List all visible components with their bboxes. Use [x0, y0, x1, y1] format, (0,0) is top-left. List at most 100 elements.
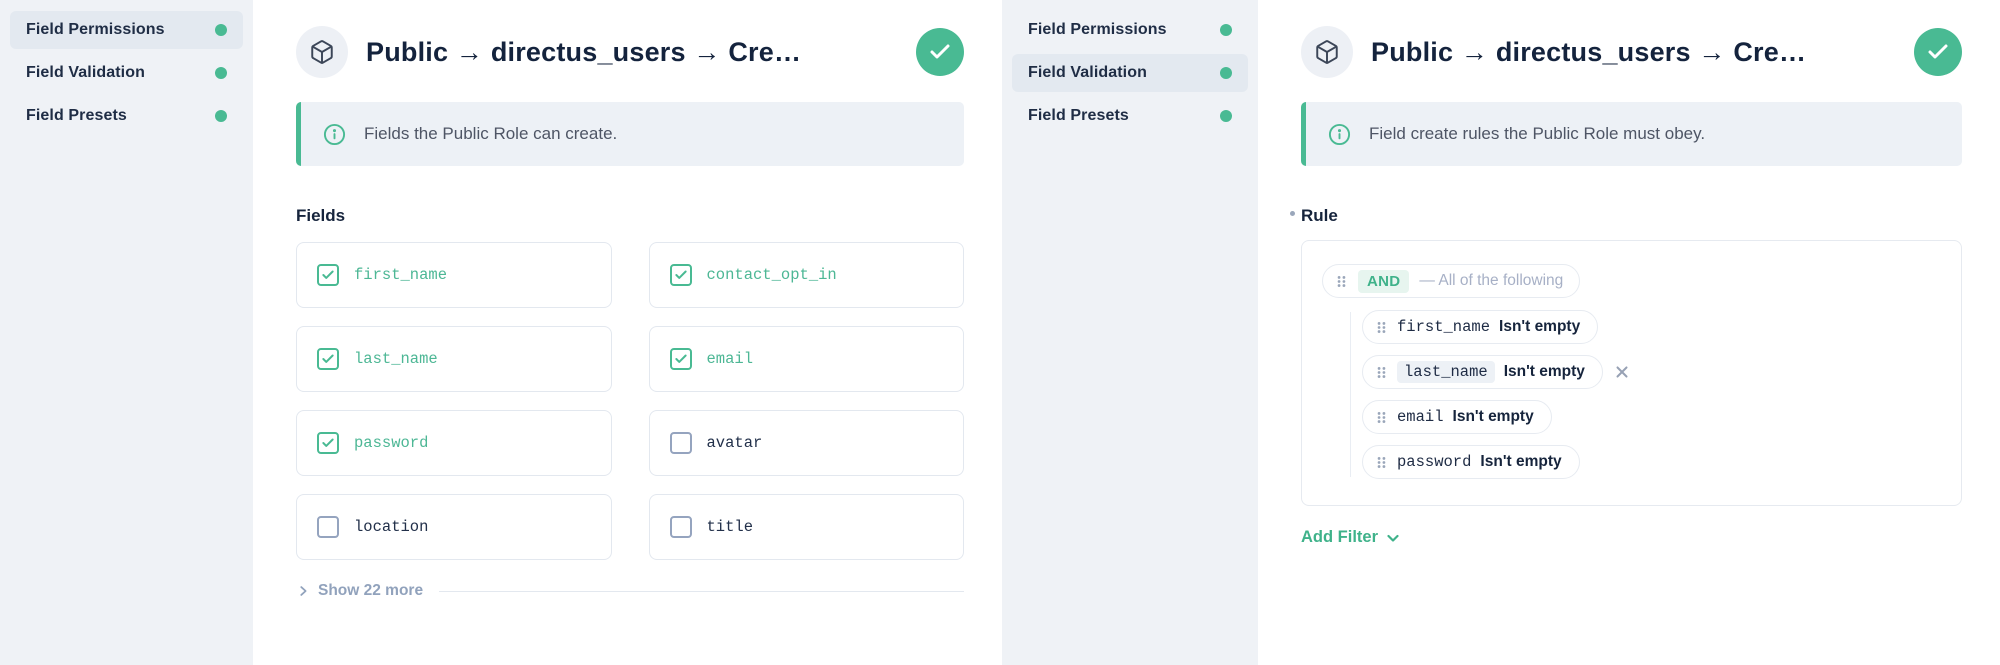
info-banner: Fields the Public Role can create. [296, 102, 964, 166]
field-name-label: last_name [354, 350, 438, 368]
filter-rule-password: password Isn't empty [1362, 445, 1580, 479]
field-name-label: email [706, 350, 754, 368]
info-icon [1328, 123, 1351, 146]
panel-header: Public → directus_users → Cre… [296, 26, 964, 78]
sidebar-item-field-presets[interactable]: Field Presets [1012, 97, 1248, 135]
fields-section-label: Fields [296, 206, 346, 225]
rule-field-label[interactable]: email [1397, 408, 1444, 426]
status-dot-icon [1220, 67, 1232, 79]
fields-checkbox-grid: first_name contact_opt_in last_name emai… [296, 242, 964, 560]
filter-rule-pill[interactable]: email Isn't empty [1362, 400, 1552, 434]
rule-operator-label[interactable]: Isn't empty [1499, 318, 1581, 335]
drag-handle-icon[interactable] [1375, 455, 1388, 470]
filter-rule-pill[interactable]: password Isn't empty [1362, 445, 1580, 479]
rule-operator-label[interactable]: Isn't empty [1452, 408, 1534, 425]
show-more-toggle[interactable]: Show 22 more [296, 582, 964, 600]
info-icon [323, 123, 346, 146]
drag-handle-icon[interactable] [1335, 274, 1348, 289]
checkbox-icon [317, 348, 339, 370]
chevron-down-icon [1385, 530, 1401, 546]
rule-field-label[interactable]: last_name [1397, 361, 1495, 383]
field-checkbox-contact_opt_in[interactable]: contact_opt_in [648, 242, 964, 308]
filter-rule-builder: AND — All of the following first_name Is… [1301, 240, 1962, 506]
cube-icon [296, 26, 348, 78]
save-check-button[interactable] [1914, 28, 1962, 76]
sidebar-item-label: Field Permissions [1028, 21, 1167, 38]
chevron-right-icon [296, 584, 310, 598]
info-banner: Field create rules the Public Role must … [1301, 102, 1962, 166]
sidebar-item-label: Field Validation [26, 64, 145, 81]
field-name-label: avatar [706, 434, 763, 452]
field-validation-panel: Public → directus_users → Cre… Field cre… [1258, 0, 2000, 665]
field-checkbox-avatar[interactable]: avatar [648, 410, 964, 476]
save-check-button[interactable] [916, 28, 964, 76]
filter-group-and[interactable]: AND — All of the following [1322, 264, 1581, 298]
page-title: Public → directus_users → Cre… [1371, 36, 1807, 67]
filter-rule-pill[interactable]: last_name Isn't empty [1362, 355, 1603, 389]
sidebar-item-label: Field Presets [1028, 107, 1129, 124]
sidebar-item-field-permissions[interactable]: Field Permissions [10, 11, 243, 49]
cube-icon [1301, 26, 1353, 78]
sidebar-item-field-validation[interactable]: Field Validation [1012, 54, 1248, 92]
checkbox-icon [669, 264, 692, 286]
rule-label: Rule [1301, 206, 1338, 225]
edited-dot-icon [1290, 211, 1295, 216]
filter-rule-email: email Isn't empty [1362, 400, 1552, 434]
divider [439, 590, 964, 592]
checkbox-icon [669, 348, 692, 370]
status-dot-icon [1220, 110, 1232, 122]
field-checkbox-title[interactable]: title [648, 494, 964, 560]
checkbox-icon [317, 432, 339, 454]
banner-text: Fields the Public Role can create. [364, 124, 618, 143]
field-name-label: contact_opt_in [706, 266, 837, 284]
group-operator-chip[interactable]: AND [1358, 269, 1410, 293]
checkbox-icon [317, 516, 339, 538]
filter-rule-pill[interactable]: first_name Isn't empty [1362, 310, 1599, 344]
field-name-label: location [354, 518, 429, 536]
rule-operator-label[interactable]: Isn't empty [1480, 453, 1562, 470]
field-name-label: title [706, 518, 754, 536]
sidebar-item-field-permissions[interactable]: Field Permissions [1012, 11, 1248, 49]
checkbox-icon [669, 516, 692, 538]
status-dot-icon [215, 67, 227, 79]
panel-header: Public → directus_users → Cre… [1301, 26, 1962, 78]
field-checkbox-email[interactable]: email [648, 326, 964, 392]
close-icon[interactable] [1613, 363, 1631, 381]
drag-handle-icon[interactable] [1375, 410, 1388, 425]
sidebar-item-label: Field Validation [1028, 64, 1147, 81]
field-checkbox-password[interactable]: password [296, 410, 612, 476]
field-name-label: first_name [354, 266, 448, 284]
banner-text: Field create rules the Public Role must … [1369, 124, 1706, 143]
sidebar-item-field-presets[interactable]: Field Presets [10, 97, 243, 135]
sidebar-item-label: Field Permissions [26, 21, 165, 38]
rule-operator-label[interactable]: Isn't empty [1503, 363, 1585, 380]
field-checkbox-last_name[interactable]: last_name [296, 326, 612, 392]
sidebar-item-label: Field Presets [26, 107, 127, 124]
filter-rule-last_name: last_name Isn't empty [1362, 355, 1631, 389]
checkbox-icon [317, 264, 339, 286]
add-filter-button[interactable]: Add Filter [1301, 528, 1401, 547]
add-filter-label: Add Filter [1301, 528, 1378, 546]
filter-rules-list: first_name Isn't empty last_name Isn't e… [1350, 310, 1941, 479]
status-dot-icon [1220, 24, 1232, 36]
field-permissions-panel: Public → directus_users → Cre… Fields th… [253, 0, 1002, 665]
rule-field-label[interactable]: first_name [1397, 318, 1491, 336]
drag-handle-icon[interactable] [1375, 365, 1388, 380]
rule-field-label[interactable]: password [1397, 453, 1472, 471]
group-description: — All of the following [1419, 272, 1564, 289]
checkbox-icon [669, 432, 692, 454]
filter-rule-first_name: first_name Isn't empty [1362, 310, 1599, 344]
field-checkbox-first_name[interactable]: first_name [296, 242, 612, 308]
page-title: Public → directus_users → Cre… [366, 36, 802, 67]
sidebar-item-field-validation[interactable]: Field Validation [10, 54, 243, 92]
permissions-sidebar: Field Permissions Field Validation Field… [0, 0, 253, 665]
drag-handle-icon[interactable] [1375, 320, 1388, 335]
status-dot-icon [215, 24, 227, 36]
field-name-label: password [354, 434, 429, 452]
validation-sidebar: Field Permissions Field Validation Field… [1002, 0, 1258, 665]
field-checkbox-location[interactable]: location [296, 494, 612, 560]
rule-section-label: Rule [1290, 206, 1962, 226]
show-more-label: Show 22 more [318, 582, 424, 599]
status-dot-icon [215, 110, 227, 122]
